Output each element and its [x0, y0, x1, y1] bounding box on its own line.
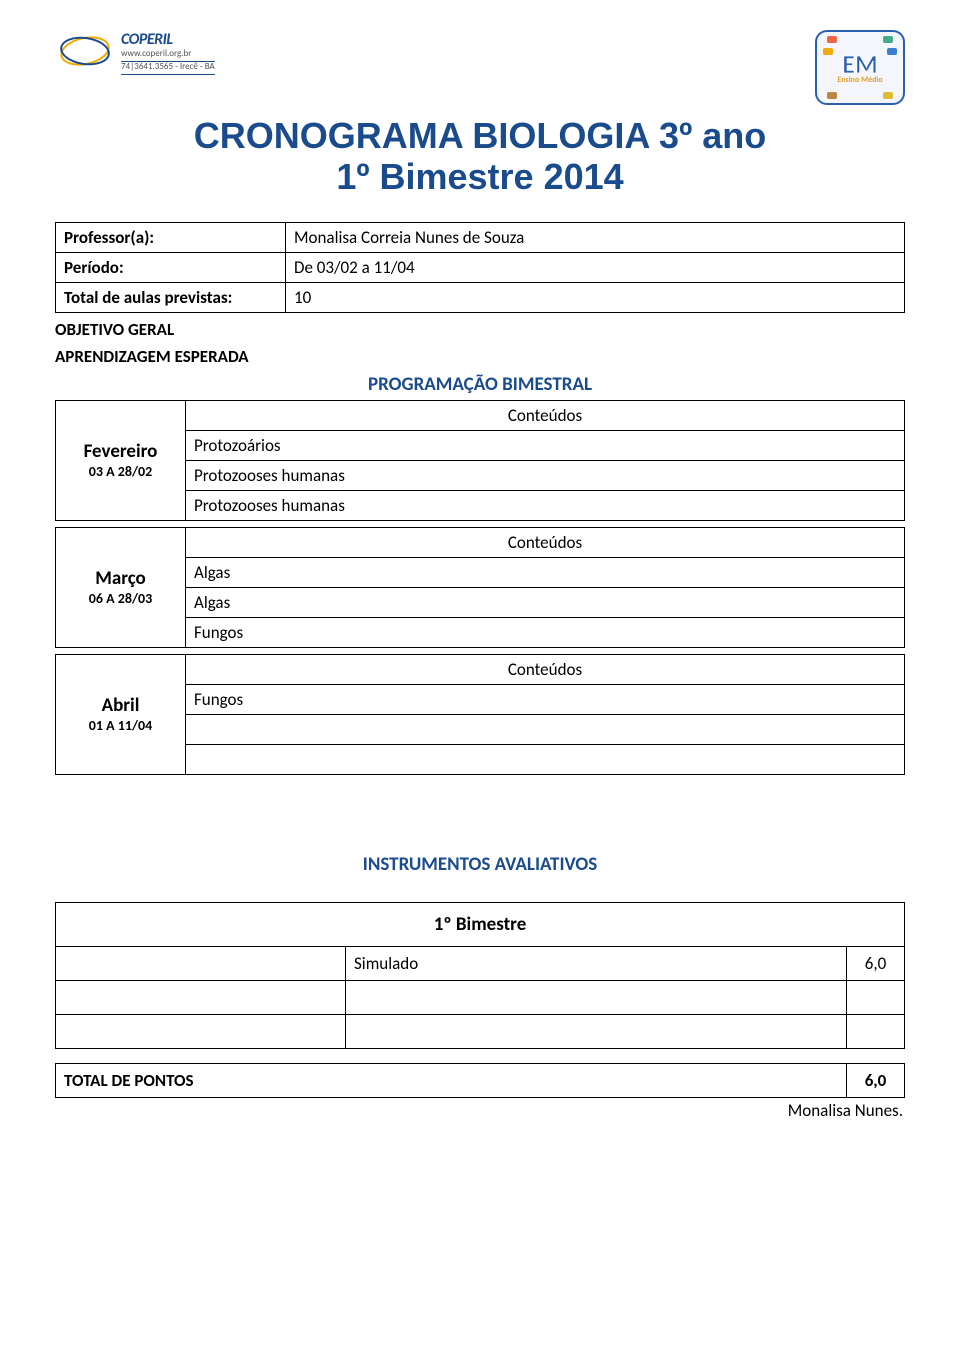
logo-em: EM Ensino Médio [815, 30, 905, 105]
title-line2: 1º Bimestre 2014 [55, 156, 905, 197]
assess-row-0: Simulado 6,0 [56, 946, 905, 980]
meta-row-professor: Professor(a): Monalisa Correia Nunes de … [56, 222, 905, 252]
total-value: 6,0 [847, 1063, 905, 1098]
schedule-abril: Abril 01 A 11/04 Conteúdos Fungos [55, 654, 905, 775]
mar-row-2: Fungos [186, 617, 905, 647]
assess-2-val [847, 1014, 905, 1048]
professor-label: Professor(a): [56, 222, 286, 252]
coperil-text: COPERIL www.coperil.org.br 74|3641.3565 … [121, 30, 215, 75]
title-line1: CRONOGRAMA BIOLOGIA 3º ano [55, 115, 905, 156]
document-page: COPERIL www.coperil.org.br 74|3641.3565 … [0, 0, 960, 1151]
instrumentos-title: INSTRUMENTOS AVALIATIVOS [55, 853, 905, 876]
assess-0-val: 6,0 [847, 946, 905, 980]
em-abbrev: EM [842, 51, 877, 77]
meta-table: Professor(a): Monalisa Correia Nunes de … [55, 222, 905, 313]
month-cell-fev: Fevereiro 03 A 28/02 [56, 400, 186, 520]
coperil-name: COPERIL [121, 30, 215, 49]
month-name-abr: Abril [64, 694, 177, 717]
assessment-header: 1º Bimestre [56, 902, 905, 946]
fev-row-1: Protozooses humanas [186, 460, 905, 490]
content-head-fev: Conteúdos [186, 400, 905, 430]
assess-0-left [56, 946, 346, 980]
schedule-marco: Março 06 A 28/03 Conteúdos Algas Algas F… [55, 527, 905, 648]
mar-row-0: Algas [186, 557, 905, 587]
month-range-mar: 06 A 28/03 [64, 590, 177, 607]
programacao-title: PROGRAMAÇÃO BIMESTRAL [55, 373, 905, 396]
month-range-abr: 01 A 11/04 [64, 717, 177, 734]
periodo-value: De 03/02 a 11/04 [286, 252, 905, 282]
assess-1-val [847, 980, 905, 1014]
total-row: TOTAL DE PONTOS 6,0 [55, 1063, 905, 1098]
assess-2-left [56, 1014, 346, 1048]
abr-row-1 [186, 714, 905, 744]
mar-row-1: Algas [186, 587, 905, 617]
assess-1-left [56, 980, 346, 1014]
total-label: TOTAL DE PONTOS [55, 1063, 847, 1098]
total-value: 10 [286, 282, 905, 312]
meta-row-total: Total de aulas previstas: 10 [56, 282, 905, 312]
schedule-fevereiro: Fevereiro 03 A 28/02 Conteúdos Protozoár… [55, 400, 905, 521]
coperil-phone: 74|3641.3565 - Irecê - BA [121, 62, 215, 75]
fev-row-2: Protozooses humanas [186, 490, 905, 520]
title-block: CRONOGRAMA BIOLOGIA 3º ano 1º Bimestre 2… [55, 115, 905, 198]
em-label: Ensino Médio [837, 75, 882, 85]
month-cell-mar: Março 06 A 28/03 [56, 527, 186, 647]
month-name-mar: Março [64, 567, 177, 590]
fev-row-0: Protozoários [186, 430, 905, 460]
objetivo-label: OBJETIVO GERAL [55, 319, 905, 340]
month-cell-abr: Abril 01 A 11/04 [56, 654, 186, 774]
assess-row-2 [56, 1014, 905, 1048]
abr-row-0: Fungos [186, 684, 905, 714]
professor-value: Monalisa Correia Nunes de Souza [286, 222, 905, 252]
assess-1-mid [346, 980, 847, 1014]
assess-2-mid [346, 1014, 847, 1048]
header: COPERIL www.coperil.org.br 74|3641.3565 … [55, 30, 905, 105]
month-name-fev: Fevereiro [64, 440, 177, 463]
abr-row-2 [186, 744, 905, 774]
meta-row-periodo: Período: De 03/02 a 11/04 [56, 252, 905, 282]
content-head-mar: Conteúdos [186, 527, 905, 557]
assessment-table: 1º Bimestre Simulado 6,0 [55, 902, 905, 1049]
month-range-fev: 03 A 28/02 [64, 463, 177, 480]
coperil-site: www.coperil.org.br [121, 49, 215, 62]
content-head-abr: Conteúdos [186, 654, 905, 684]
total-label: Total de aulas previstas: [56, 282, 286, 312]
aprendizagem-label: APRENDIZAGEM ESPERADA [55, 346, 905, 367]
signature: Monalisa Nunes. [55, 1100, 905, 1121]
coperil-mark-icon [55, 33, 115, 71]
assess-row-1 [56, 980, 905, 1014]
logo-coperil: COPERIL www.coperil.org.br 74|3641.3565 … [55, 30, 215, 75]
assess-0-mid: Simulado [346, 946, 847, 980]
periodo-label: Período: [56, 252, 286, 282]
